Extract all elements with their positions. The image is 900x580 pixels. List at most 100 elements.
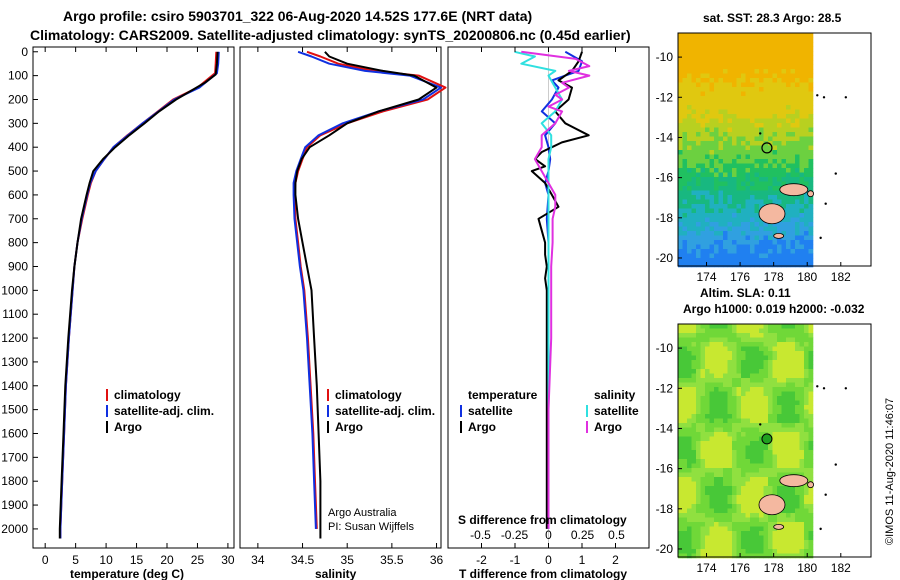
islet-dot xyxy=(816,94,819,97)
map-cell xyxy=(754,405,760,410)
map-cell xyxy=(786,46,791,52)
map-cell xyxy=(736,472,742,478)
map-cell xyxy=(741,369,746,374)
map-cell xyxy=(763,346,769,352)
map-cell xyxy=(754,409,760,415)
map-cell xyxy=(696,168,701,173)
map-cell xyxy=(799,364,805,370)
map-cell xyxy=(678,100,683,106)
map-cell xyxy=(700,486,706,491)
map-cell xyxy=(700,369,706,374)
map-cell xyxy=(750,46,755,52)
map-cell xyxy=(718,55,724,61)
map-cell xyxy=(808,328,814,334)
map-cell xyxy=(723,364,728,370)
map-cell xyxy=(709,450,715,455)
map-cell xyxy=(696,423,701,428)
map-cell xyxy=(795,258,800,263)
map-cell xyxy=(777,553,782,559)
map-cell xyxy=(714,73,719,79)
map-cell xyxy=(736,337,742,343)
map-cell xyxy=(808,540,814,545)
map-cell xyxy=(700,346,706,352)
map-cell xyxy=(750,159,755,164)
map-cell xyxy=(781,60,787,65)
map-cell xyxy=(781,436,787,442)
map-cell xyxy=(741,244,746,250)
map-cell xyxy=(723,405,728,410)
map-cell xyxy=(768,258,773,263)
map-cell xyxy=(691,540,697,545)
map-cell xyxy=(750,123,755,128)
map-cell xyxy=(732,64,737,70)
map-cell xyxy=(718,177,724,182)
map-cell xyxy=(759,445,764,451)
map-cell xyxy=(700,222,706,227)
map-cell xyxy=(682,436,688,442)
map-cell xyxy=(768,346,773,352)
map-cell xyxy=(718,186,724,191)
map-cell xyxy=(736,360,742,365)
map-cell xyxy=(727,364,733,370)
map-cell xyxy=(754,513,760,518)
map-cell xyxy=(790,78,796,83)
map-cell xyxy=(682,351,688,356)
map-cell xyxy=(804,159,809,164)
map-cell xyxy=(799,262,805,268)
map-cell xyxy=(682,253,688,259)
map-cell xyxy=(687,168,692,173)
map-cell xyxy=(727,517,733,523)
map-cell xyxy=(745,486,751,491)
map-cell xyxy=(745,118,751,124)
map-cell xyxy=(727,168,733,173)
map-cell xyxy=(790,199,796,205)
map-cell xyxy=(682,64,688,70)
map-cell xyxy=(786,82,791,88)
map-cell xyxy=(781,549,787,554)
map-cell xyxy=(786,136,791,142)
map-cell xyxy=(777,364,782,370)
map-cell xyxy=(745,378,751,383)
map-cell xyxy=(808,159,814,164)
map-cell xyxy=(795,177,800,182)
map-cell xyxy=(799,387,805,392)
map-cell xyxy=(727,159,733,164)
map-cell xyxy=(786,199,791,205)
map-cell xyxy=(804,33,809,38)
map-cell xyxy=(691,450,697,455)
map-cell xyxy=(691,396,697,401)
map-cell xyxy=(745,78,751,83)
map-cell xyxy=(790,213,796,218)
map-cell xyxy=(768,355,773,361)
map-cell xyxy=(718,436,724,442)
map-cell xyxy=(795,513,800,518)
map-cell xyxy=(741,544,746,550)
map-cell xyxy=(808,249,814,254)
map-x-tick-label: 180 xyxy=(797,561,817,575)
map-cell xyxy=(691,333,697,338)
map-cell xyxy=(727,540,733,545)
map-cell xyxy=(741,37,746,43)
map-cell xyxy=(727,337,733,343)
map-cell xyxy=(727,141,733,146)
map-cell xyxy=(732,195,737,200)
series-line-argo xyxy=(58,51,219,539)
map-cell xyxy=(777,369,782,374)
map-cell xyxy=(691,423,697,428)
map-cell xyxy=(772,37,778,43)
map-cell xyxy=(781,382,787,388)
islet-dot xyxy=(816,385,819,388)
map-cell xyxy=(786,249,791,254)
map-cell xyxy=(759,244,764,250)
map-cell xyxy=(687,118,692,124)
map-cell xyxy=(750,55,755,61)
map-cell xyxy=(687,328,692,334)
map-cell xyxy=(732,495,737,500)
map-cell xyxy=(777,342,782,347)
map-cell xyxy=(727,481,733,487)
map-cell xyxy=(736,37,742,43)
map-cell xyxy=(781,37,787,43)
map-cell xyxy=(808,477,814,482)
map-cell xyxy=(750,405,755,410)
map-cell xyxy=(790,553,796,559)
